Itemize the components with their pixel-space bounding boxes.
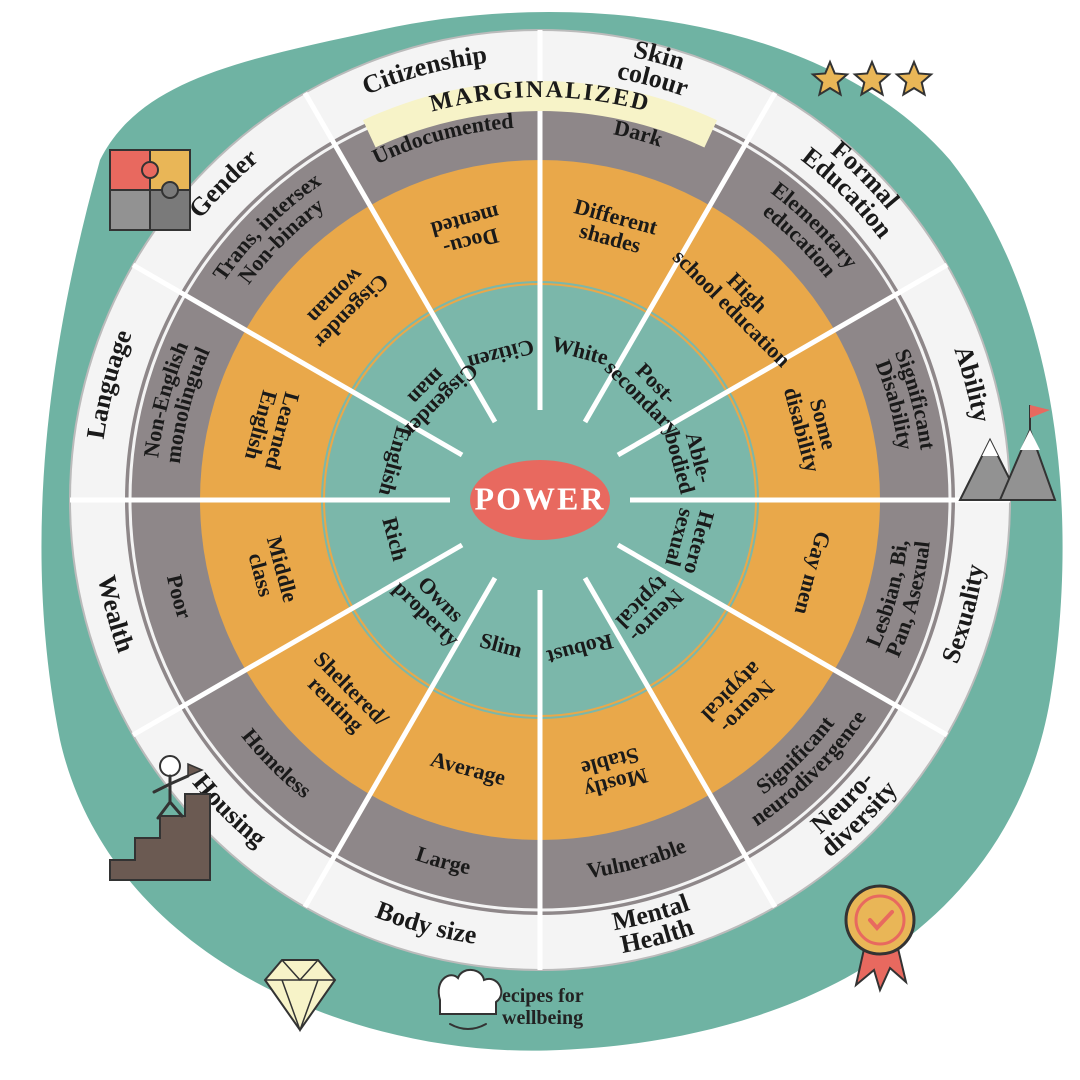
ribbon-badge-icon: [846, 886, 914, 990]
diamond-icon: [265, 960, 335, 1030]
center-power-label: POWER: [475, 480, 606, 516]
puzzle-icon: [110, 150, 190, 230]
star-icon: [897, 62, 931, 95]
credit-line-1: ecipes for: [502, 985, 584, 1007]
credit-line-2: wellbeing: [502, 1007, 583, 1029]
power-privilege-wheel: CitizenshipUndocumentedDocu-mentedCitize…: [0, 0, 1080, 1080]
